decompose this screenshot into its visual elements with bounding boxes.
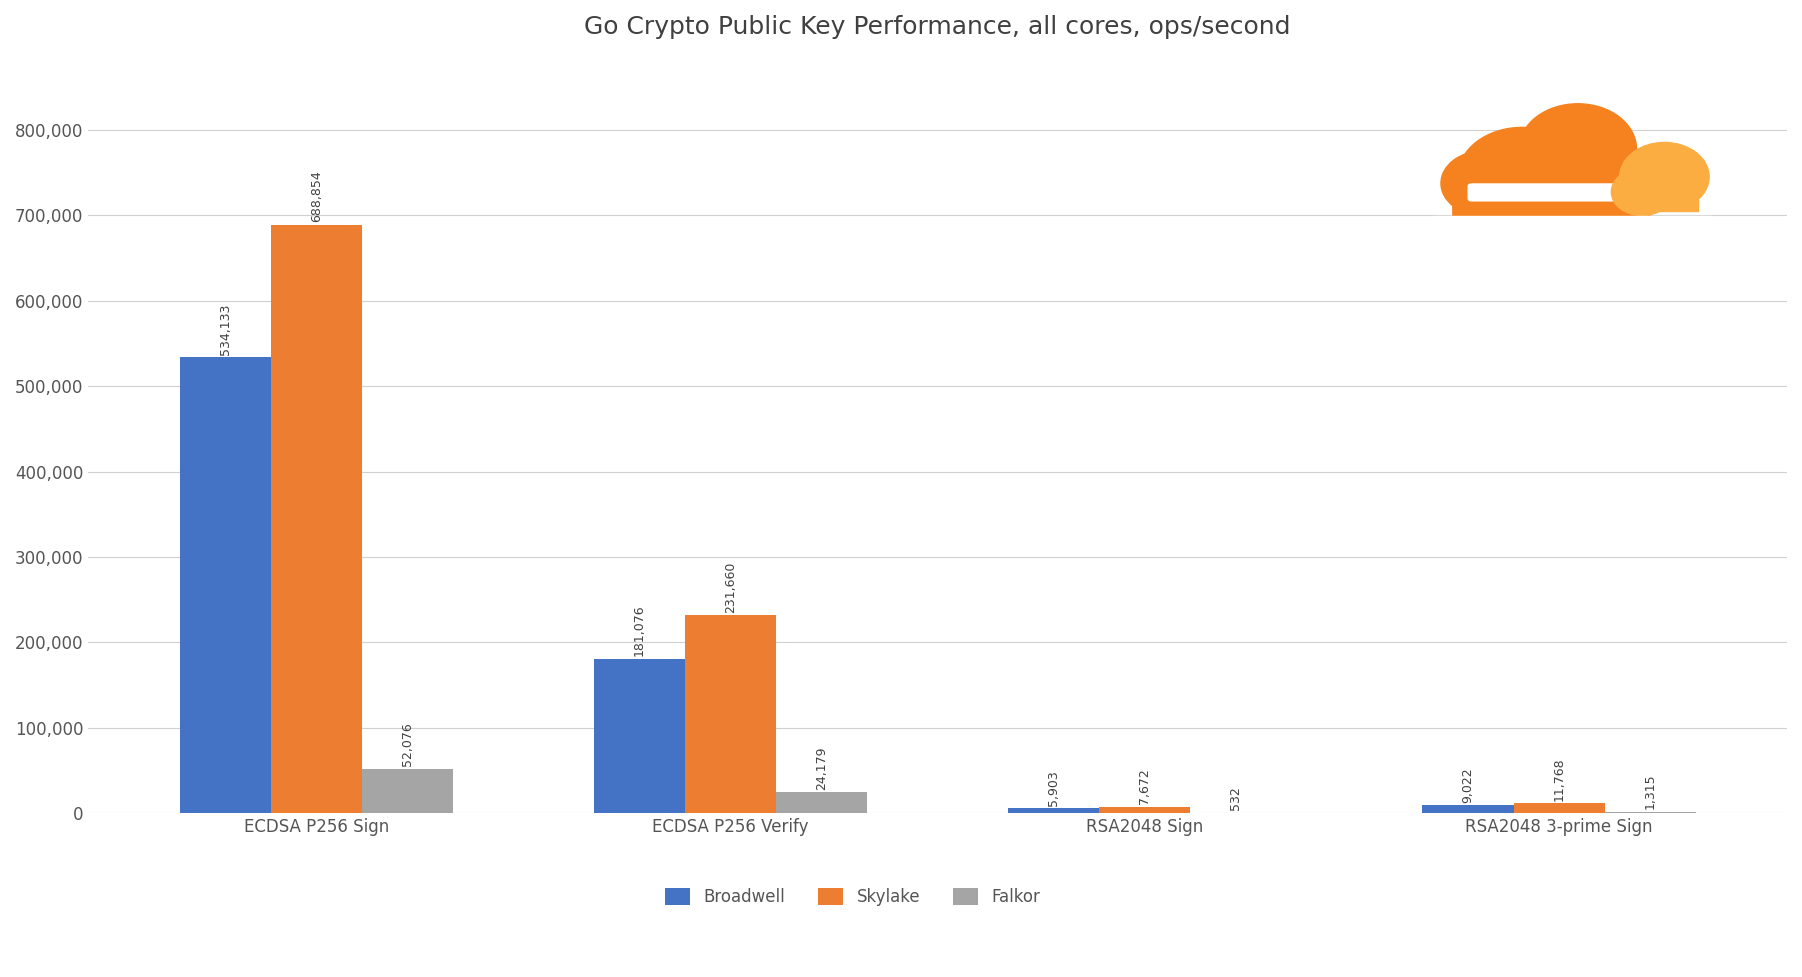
Bar [1514, 803, 1606, 813]
FancyBboxPatch shape [1452, 166, 1651, 227]
Text: 24,179: 24,179 [815, 746, 829, 790]
Bar [1606, 812, 1696, 813]
Circle shape [1458, 127, 1586, 227]
Bar [685, 616, 777, 813]
Bar [1422, 805, 1514, 813]
Circle shape [1442, 151, 1524, 216]
Text: 11,768: 11,768 [1553, 757, 1566, 800]
Bar [1461, 198, 1642, 224]
Text: 231,660: 231,660 [724, 562, 737, 613]
Text: 688,854: 688,854 [310, 171, 323, 223]
Circle shape [1519, 104, 1636, 194]
Text: 532: 532 [1229, 786, 1242, 810]
Text: 181,076: 181,076 [633, 605, 645, 656]
Bar [1636, 188, 1697, 211]
Title: Go Crypto Public Key Performance, all cores, ops/second: Go Crypto Public Key Performance, all co… [584, 15, 1290, 39]
Bar [180, 357, 270, 813]
Bar [1007, 808, 1099, 813]
Bar [595, 658, 685, 813]
Text: 52,076: 52,076 [400, 722, 414, 766]
Text: 9,022: 9,022 [1461, 767, 1474, 803]
Circle shape [1620, 143, 1708, 211]
Text: 534,133: 534,133 [218, 303, 232, 355]
Text: 7,672: 7,672 [1139, 768, 1151, 804]
Text: 1,315: 1,315 [1643, 774, 1656, 810]
Legend: Broadwell, Skylake, Falkor: Broadwell, Skylake, Falkor [658, 881, 1047, 913]
Circle shape [1611, 168, 1672, 216]
Bar [1099, 807, 1191, 813]
Bar [777, 792, 867, 813]
Text: 5,903: 5,903 [1047, 770, 1060, 805]
FancyBboxPatch shape [1467, 184, 1638, 201]
Bar [362, 769, 452, 813]
Bar [1433, 216, 1741, 274]
Bar [270, 225, 362, 813]
